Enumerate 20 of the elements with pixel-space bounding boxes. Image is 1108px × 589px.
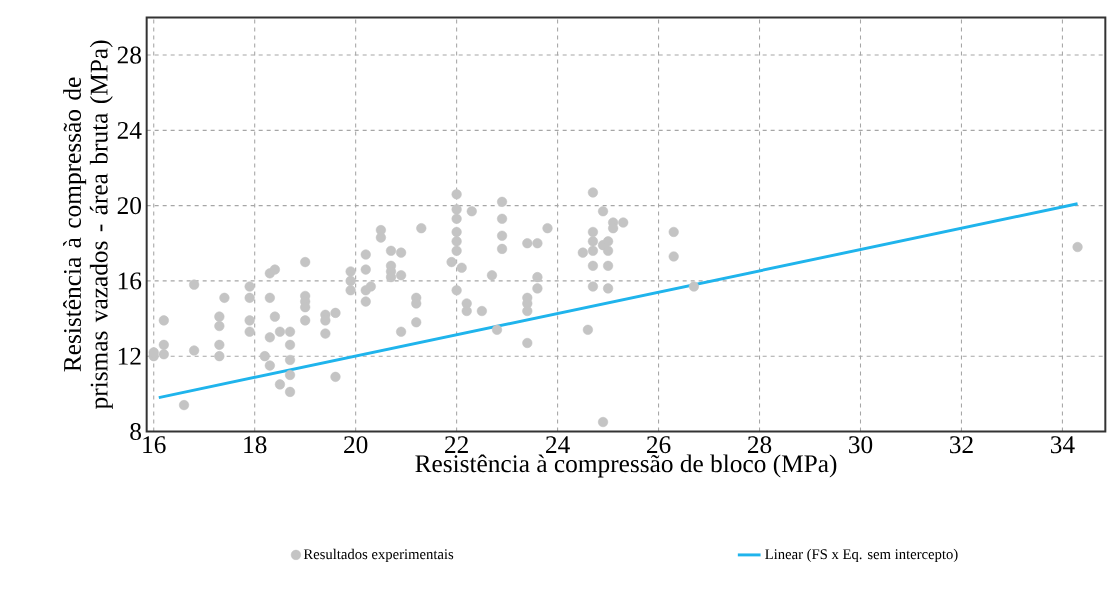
y-tick-label: 28 (117, 46, 141, 64)
x-tick-label: 26 (647, 435, 671, 453)
x-tick-label: 18 (244, 435, 267, 454)
x-tick-label: 34 (1050, 435, 1075, 453)
x-tick-label: 32 (950, 435, 973, 453)
y-tick-label: 8 (130, 422, 141, 440)
legend-label: Resultados experimentais (303, 548, 454, 562)
y-tick-label: 24 (117, 121, 142, 139)
x-tick-label: 30 (849, 435, 873, 454)
x-tick-label: 22 (445, 435, 468, 453)
legend-label: Linear (FS x Eq. sem intercepto) (765, 548, 958, 562)
x-tick-label: 24 (546, 435, 570, 453)
y-axis-title: Resistência à compressão de prismas vazados - área bruta (MPa) (63, 40, 113, 409)
x-axis-title: Resistência à compressão de bloco (MPa) (415, 454, 837, 478)
y-tick-label: 12 (118, 347, 141, 365)
x-tick-label: 28 (747, 435, 772, 454)
y-tick-label: 16 (118, 272, 142, 290)
y-tick-label: 20 (117, 196, 141, 214)
x-tick-label: 20 (344, 435, 368, 454)
x-tick-label: 16 (143, 435, 166, 453)
